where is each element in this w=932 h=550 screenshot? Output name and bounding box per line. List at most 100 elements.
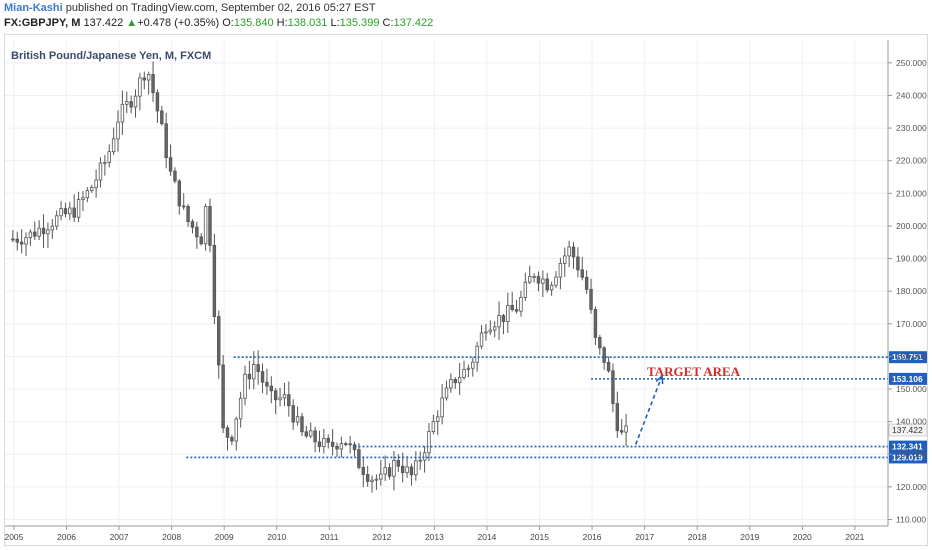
candle-body (571, 246, 576, 258)
candle-body (409, 466, 414, 476)
candle-body (11, 238, 15, 241)
candle-body (186, 205, 190, 223)
candle-body (611, 370, 615, 404)
candle-body (383, 467, 387, 475)
author-link[interactable]: Mian-Kashi (4, 2, 63, 14)
candle-body (554, 276, 558, 286)
candle-body (422, 452, 427, 461)
candle-body (46, 229, 50, 235)
candle-body (85, 190, 90, 199)
candle-body (619, 430, 624, 433)
candle-body (488, 329, 493, 333)
candle-body (260, 371, 265, 383)
candle-body (580, 269, 584, 278)
candle-body (567, 246, 571, 257)
symbol-label[interactable]: FX:GBPJPY, M (4, 17, 81, 29)
target-arrow-head-icon (655, 374, 664, 384)
y-tick-label: 120.000 (896, 482, 927, 492)
candle-body (392, 459, 396, 477)
candle-body (107, 151, 111, 163)
candle-body (243, 373, 247, 399)
candle-body (160, 110, 164, 125)
candle-body (584, 276, 589, 290)
x-tick-label: 2005 (4, 532, 23, 542)
candle-body (76, 199, 81, 218)
candle-body (125, 101, 129, 105)
candle-body (339, 443, 344, 450)
target-area-label: TARGET AREA (647, 364, 741, 379)
y-tick-label: 220.000 (896, 156, 927, 166)
y-tick-label: 190.000 (896, 254, 927, 264)
candle-body (94, 179, 98, 188)
candle-body (536, 276, 541, 284)
close-label: C: (382, 17, 394, 29)
candle-body (444, 387, 449, 399)
candle-body (427, 431, 431, 454)
candle-body (24, 237, 28, 245)
candle-body (238, 397, 243, 420)
candle-body (309, 430, 313, 437)
candle-body (479, 332, 484, 347)
current-price-tag (888, 423, 928, 437)
y-tick-label: 240.000 (896, 90, 927, 100)
candle-body (230, 436, 234, 442)
candle-body (440, 397, 444, 418)
candle-body (59, 208, 63, 217)
candle-body (68, 207, 72, 215)
y-tick-label: 110.000 (896, 514, 926, 524)
candle-body (528, 276, 532, 283)
candle-body (177, 180, 182, 207)
candle-body (195, 226, 199, 238)
candle-body (436, 416, 440, 422)
candle-body (558, 263, 563, 278)
y-tick-label: 250.000 (896, 58, 927, 68)
candle-body (300, 416, 304, 433)
candle-body (330, 441, 335, 447)
x-tick-label: 2007 (110, 532, 129, 542)
candle-body (63, 208, 68, 215)
up-arrow-icon: ▲ (126, 17, 138, 29)
candle-body (466, 367, 471, 370)
candle-body (431, 421, 436, 432)
x-tick-label: 2019 (740, 532, 759, 542)
candle-body (54, 215, 59, 227)
candle-body (400, 465, 405, 474)
last-price: 137.422 (80, 17, 124, 29)
candle-body (225, 427, 230, 438)
x-tick-label: 2020 (793, 532, 812, 542)
candle-body (133, 95, 138, 108)
candle-body (304, 431, 309, 437)
candle-body (475, 345, 479, 363)
x-tick-label: 2008 (162, 532, 181, 542)
x-tick-label: 2013 (425, 532, 444, 542)
target-arrow-line (634, 375, 663, 445)
candle-body (282, 394, 287, 399)
candle-body (98, 162, 103, 181)
candle-body (514, 309, 519, 312)
candle-body (142, 77, 146, 81)
candle-body (602, 347, 606, 363)
x-tick-label: 2006 (57, 532, 76, 542)
candle-body (287, 394, 291, 407)
x-tick-label: 2018 (688, 532, 707, 542)
candle-body (396, 459, 401, 467)
candle-body (111, 138, 116, 153)
candle-body (624, 425, 628, 433)
candle-body (217, 316, 221, 366)
current-price-label: 137.422 (892, 425, 923, 435)
candle-body (606, 361, 611, 372)
candle-body (374, 478, 379, 481)
low-value: 135.399 (339, 17, 380, 29)
ohlc-bar: FX:GBPJPY, M 137.422 ▲+0.478 (+0.35%) O:… (4, 17, 433, 29)
candle-body (317, 441, 322, 448)
change-value: +0.478 (+0.35%) (137, 17, 220, 29)
candle-body (589, 289, 593, 310)
candle-body (295, 416, 300, 423)
candle-body (234, 418, 238, 442)
candle-body (541, 278, 545, 284)
y-tick-label: 230.000 (896, 123, 927, 133)
candle-body (563, 255, 567, 264)
candle-body (33, 231, 37, 237)
